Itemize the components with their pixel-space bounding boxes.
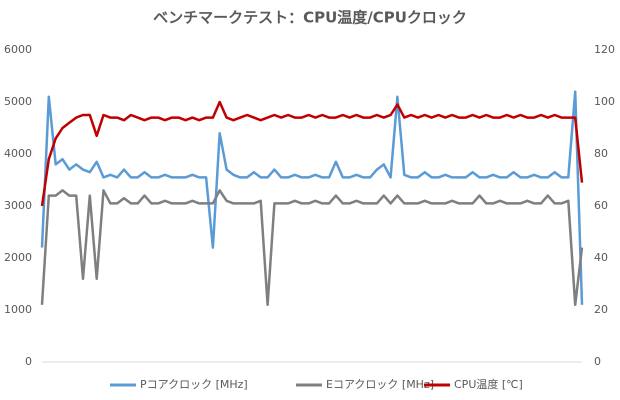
- y2-tick-label: 20: [594, 303, 608, 316]
- y-tick-label: 6000: [4, 43, 32, 56]
- series-line: [40, 100, 584, 207]
- chart-title: ベンチマークテスト：CPU温度/CPUクロック: [153, 9, 467, 27]
- y-tick-label: 1000: [4, 303, 32, 316]
- y-tick-label: 2000: [4, 251, 32, 264]
- y-tick-label: 4000: [4, 147, 32, 160]
- y2-tick-label: 100: [594, 95, 615, 108]
- legend-label: CPU温度 [℃]: [454, 377, 523, 391]
- series-line: [40, 90, 584, 305]
- y2-tick-label: 0: [594, 355, 601, 368]
- legend-label: Eコアクロック [MHz]: [326, 378, 434, 391]
- series-line: [40, 189, 584, 307]
- y-tick-label: 3000: [4, 199, 32, 212]
- y-tick-label: 0: [25, 355, 32, 368]
- legend-label: Pコアクロック [MHz]: [140, 378, 248, 391]
- y2-tick-label: 40: [594, 251, 608, 264]
- y2-tick-label: 80: [594, 147, 608, 160]
- y2-tick-label: 60: [594, 199, 608, 212]
- y2-tick-label: 120: [594, 43, 615, 56]
- y-tick-label: 5000: [4, 95, 32, 108]
